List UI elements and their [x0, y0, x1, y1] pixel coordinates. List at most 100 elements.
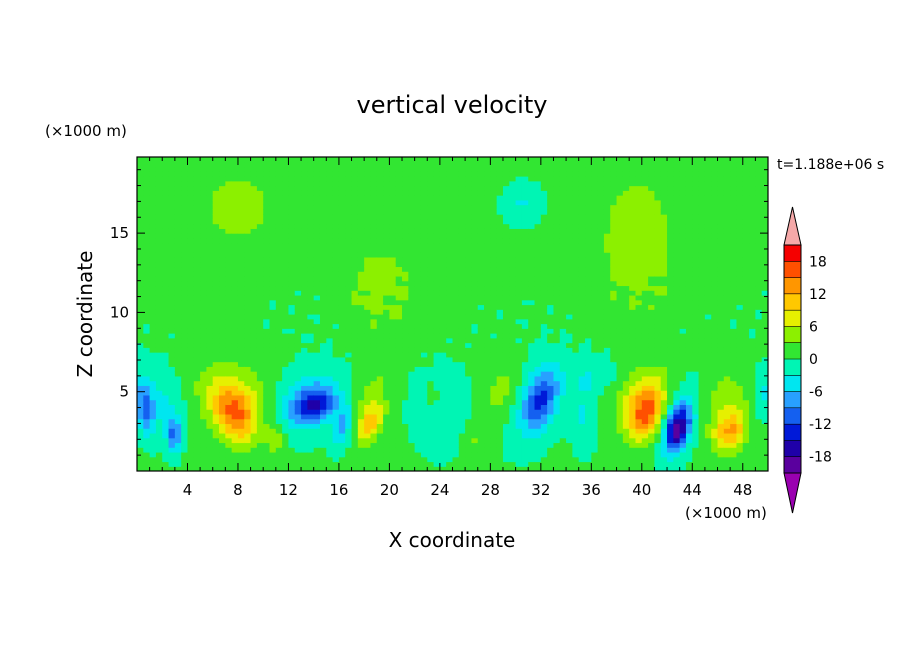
- field-cell: [187, 166, 195, 172]
- field-cell: [193, 318, 201, 325]
- field-cell: [319, 261, 327, 268]
- field-cell: [200, 366, 208, 372]
- field-cell: [528, 337, 536, 344]
- field-cell: [338, 323, 346, 329]
- field-cell: [477, 237, 485, 244]
- field-cell: [282, 380, 290, 386]
- field-cell: [275, 461, 283, 467]
- field-cell: [168, 385, 176, 391]
- field-cell: [528, 271, 536, 277]
- field-cell: [282, 371, 290, 377]
- field-cell: [212, 366, 220, 372]
- field-cell: [338, 328, 346, 334]
- field-cell: [502, 323, 510, 329]
- field-cell: [219, 242, 226, 248]
- field-cell: [452, 214, 460, 220]
- field-cell: [528, 390, 536, 396]
- field-cell: [282, 214, 290, 220]
- field-cell: [294, 252, 302, 258]
- field-cell: [200, 323, 208, 329]
- field-cell: [225, 461, 233, 467]
- field-cell: [219, 299, 226, 306]
- field-cell: [313, 356, 321, 363]
- field-cell: [389, 176, 397, 182]
- field-cell: [244, 337, 252, 344]
- field-cell: [452, 199, 460, 206]
- field-cell: [345, 252, 353, 258]
- field-cell: [502, 356, 510, 363]
- field-cell: [490, 347, 498, 353]
- field-cell: [521, 266, 529, 272]
- field-cell: [237, 399, 245, 405]
- field-cell: [509, 199, 517, 206]
- field-cell: [244, 214, 252, 220]
- field-cell: [225, 223, 233, 229]
- field-cell: [610, 337, 618, 344]
- field-cell: [477, 266, 485, 272]
- field-cell: [155, 366, 163, 372]
- field-cell: [521, 195, 529, 201]
- field-cell: [402, 347, 409, 353]
- field-cell: [566, 223, 573, 229]
- field-cell: [414, 247, 422, 253]
- field-cell: [389, 342, 397, 348]
- field-cell: [402, 309, 409, 315]
- field-cell: [294, 161, 302, 168]
- field-cell: [572, 356, 580, 363]
- field-cell: [547, 432, 555, 439]
- field-cell: [559, 218, 567, 225]
- field-cell: [181, 190, 189, 196]
- field-cell: [547, 413, 555, 420]
- field-cell: [408, 437, 416, 444]
- field-cell: [383, 304, 390, 310]
- field-cell: [319, 432, 327, 439]
- field-cell: [181, 252, 189, 258]
- field-cell: [477, 261, 485, 268]
- field-cell: [515, 228, 523, 234]
- field-cell: [585, 390, 592, 396]
- field-cell: [408, 195, 416, 201]
- field-cell: [231, 223, 239, 229]
- field-cell: [534, 399, 542, 405]
- field-cell: [155, 271, 163, 277]
- field-cell: [414, 214, 422, 220]
- field-cell: [408, 385, 416, 391]
- field-cell: [345, 314, 353, 320]
- field-cell: [174, 223, 182, 229]
- field-cell: [591, 299, 599, 306]
- field-cell: [357, 214, 365, 220]
- field-cell: [143, 275, 151, 282]
- field-cell: [439, 176, 447, 182]
- field-cell: [540, 237, 548, 244]
- field-cell: [585, 323, 592, 329]
- field-cell: [288, 185, 296, 191]
- field-cell: [389, 323, 397, 329]
- field-cell: [351, 209, 359, 215]
- field-cell: [174, 413, 182, 420]
- field-cell: [427, 461, 435, 467]
- field-cell: [446, 432, 454, 439]
- field-cell: [288, 447, 296, 453]
- field-cell: [572, 171, 580, 177]
- field-cell: [528, 161, 536, 168]
- field-cell: [376, 323, 384, 329]
- field-cell: [250, 432, 258, 439]
- field-cell: [301, 266, 308, 272]
- field-cell: [351, 161, 359, 168]
- field-cell: [275, 447, 283, 453]
- field-cell: [256, 337, 264, 344]
- field-cell: [496, 199, 504, 206]
- field-cell: [553, 366, 561, 372]
- field-cell: [465, 294, 473, 301]
- field-cell: [143, 328, 151, 334]
- field-cell: [566, 242, 573, 248]
- field-cell: [446, 323, 454, 329]
- field-cell: [477, 394, 485, 401]
- field-cell: [212, 242, 220, 248]
- field-cell: [162, 237, 170, 244]
- velocity-field: [137, 157, 768, 471]
- field-cell: [515, 328, 523, 334]
- field-cell: [471, 176, 479, 182]
- field-cell: [275, 252, 283, 258]
- field-cell: [313, 409, 321, 415]
